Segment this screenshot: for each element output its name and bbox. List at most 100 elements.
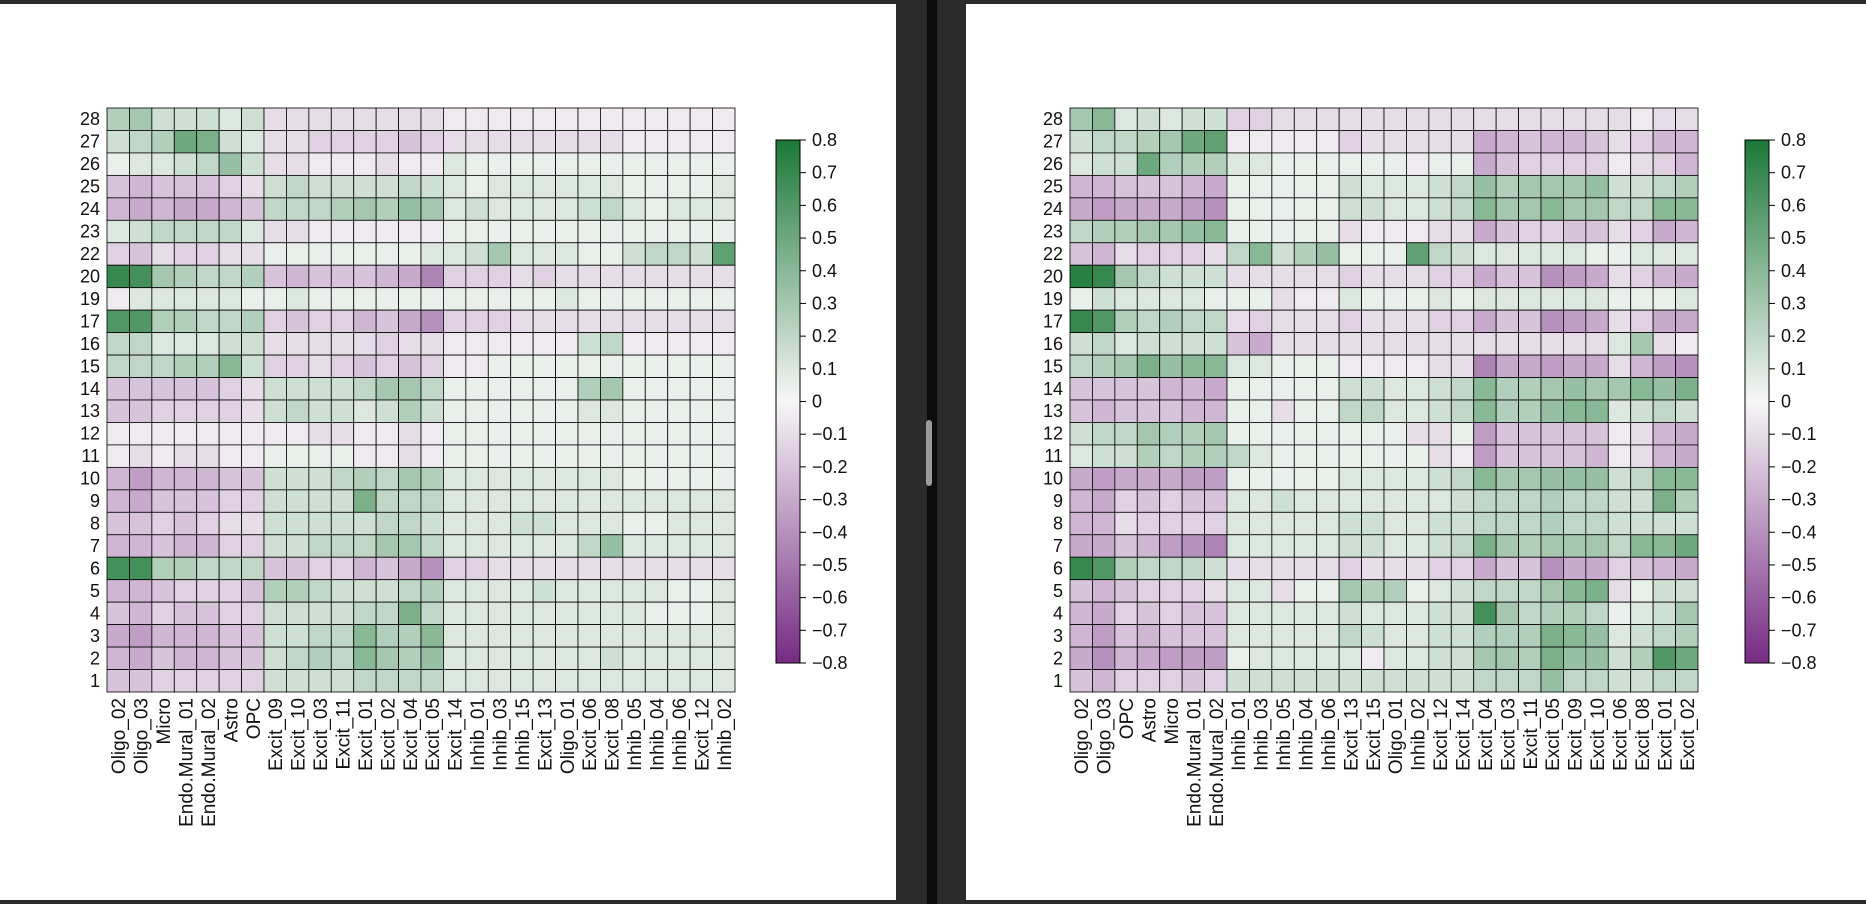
heatmap-cell [644, 556, 669, 581]
heatmap-cell [1495, 332, 1519, 356]
legend-tick-label: 0.4 [1781, 261, 1806, 281]
heatmap-cell [1630, 466, 1654, 491]
heatmap-cell [286, 264, 310, 289]
heatmap-cell [308, 377, 332, 401]
heatmap-cell [712, 242, 736, 266]
heatmap-cell [1361, 466, 1385, 491]
heatmap-cell [644, 174, 669, 199]
heatmap-cell [1495, 646, 1519, 670]
heatmap-cell [1361, 219, 1385, 244]
column-label: Excit_10 [1588, 698, 1609, 771]
heatmap-cell [1226, 130, 1250, 154]
heatmap-cell [1069, 579, 1093, 603]
heatmap-cell [712, 624, 736, 648]
heatmap-cell [241, 556, 265, 581]
heatmap-cell [330, 152, 355, 176]
heatmap-cell [1136, 556, 1161, 581]
heatmap-cell [443, 601, 467, 626]
heatmap-cell [577, 669, 601, 693]
heatmap-cell [600, 399, 624, 423]
heatmap-cell [353, 309, 377, 334]
heatmap-cell [196, 377, 220, 401]
heatmap-cell [375, 242, 399, 266]
heatmap-cell [151, 332, 175, 356]
heatmap-cell [353, 152, 377, 176]
heatmap-cell [1406, 646, 1430, 670]
heatmap-cell [1181, 489, 1205, 513]
heatmap-cell [667, 332, 691, 356]
heatmap-cell [443, 107, 467, 131]
heatmap-cell [622, 309, 646, 334]
heatmap-cell [1226, 422, 1250, 446]
heatmap-cell [1293, 556, 1318, 581]
heatmap-cell [1338, 534, 1362, 558]
heatmap-cell [1495, 466, 1519, 491]
heatmap-cell [1675, 624, 1699, 648]
heatmap-cell [375, 534, 399, 558]
heatmap-cell [1092, 219, 1116, 244]
heatmap-cell [465, 287, 489, 311]
heatmap-cell [1563, 309, 1587, 334]
legend-tick-label: 0.3 [1781, 293, 1806, 313]
heatmap-cell [263, 556, 287, 581]
heatmap-cell [1518, 152, 1542, 176]
heatmap-cell [1652, 377, 1676, 401]
heatmap-cell [263, 309, 287, 334]
heatmap-cell [1607, 332, 1632, 356]
heatmap-cell [218, 624, 242, 648]
heatmap-cell [1406, 197, 1430, 221]
heatmap-cell [667, 646, 691, 670]
heatmap-cell [1540, 197, 1564, 221]
heatmap-cell [1293, 466, 1318, 491]
heatmap-cell [1383, 601, 1407, 626]
heatmap-cell [106, 264, 130, 289]
heatmap-cell [263, 107, 287, 131]
legend-tick-label: 0.1 [812, 359, 837, 379]
heatmap-cell [667, 534, 691, 558]
heatmap-cell [1406, 511, 1430, 536]
heatmap-cell [1338, 466, 1362, 491]
heatmap-cell [420, 399, 444, 423]
heatmap-cell [1181, 287, 1205, 311]
heatmap-cell [375, 511, 399, 536]
heatmap-cell [1652, 264, 1676, 289]
heatmap-cell [1383, 309, 1407, 334]
heatmap-cell [555, 332, 579, 356]
heatmap-cell [1540, 332, 1564, 356]
heatmap-cell [1136, 534, 1161, 558]
heatmap-cell [689, 377, 713, 401]
heatmap-cell [577, 579, 601, 603]
heatmap-cell [1114, 264, 1138, 289]
heatmap-cell [1675, 197, 1699, 221]
heatmap-cell [151, 107, 175, 131]
heatmap-cell [1630, 332, 1654, 356]
heatmap-cell [1114, 107, 1138, 131]
heatmap-cell [622, 466, 646, 491]
heatmap-cell [1069, 107, 1093, 131]
heatmap-cell [420, 556, 444, 581]
heatmap-cell [420, 332, 444, 356]
heatmap-cell [487, 377, 512, 401]
heatmap-cell [330, 579, 355, 603]
heatmap-cell [577, 377, 601, 401]
heatmap-cell [1675, 669, 1699, 693]
heatmap-cell [1204, 152, 1228, 176]
heatmap-cell [465, 219, 489, 244]
heatmap-cell [1136, 377, 1161, 401]
heatmap-cell [1271, 174, 1295, 199]
column-label: Excit_04 [1476, 698, 1497, 771]
row-label: 22 [1043, 244, 1063, 264]
heatmap-cell [308, 534, 332, 558]
row-label: 20 [1043, 266, 1063, 286]
heatmap-cell [263, 466, 287, 491]
heatmap-cell [555, 354, 579, 378]
legend-tick-label: 0.2 [1781, 326, 1806, 346]
heatmap-cell [443, 466, 467, 491]
row-label: 26 [80, 154, 100, 174]
heatmap-cell [106, 601, 130, 626]
heatmap-cell [1271, 287, 1295, 311]
heatmap-cell [263, 511, 287, 536]
pane-splitter-handle[interactable] [926, 420, 932, 486]
heatmap-cell [129, 309, 153, 334]
heatmap-cell [106, 242, 130, 266]
